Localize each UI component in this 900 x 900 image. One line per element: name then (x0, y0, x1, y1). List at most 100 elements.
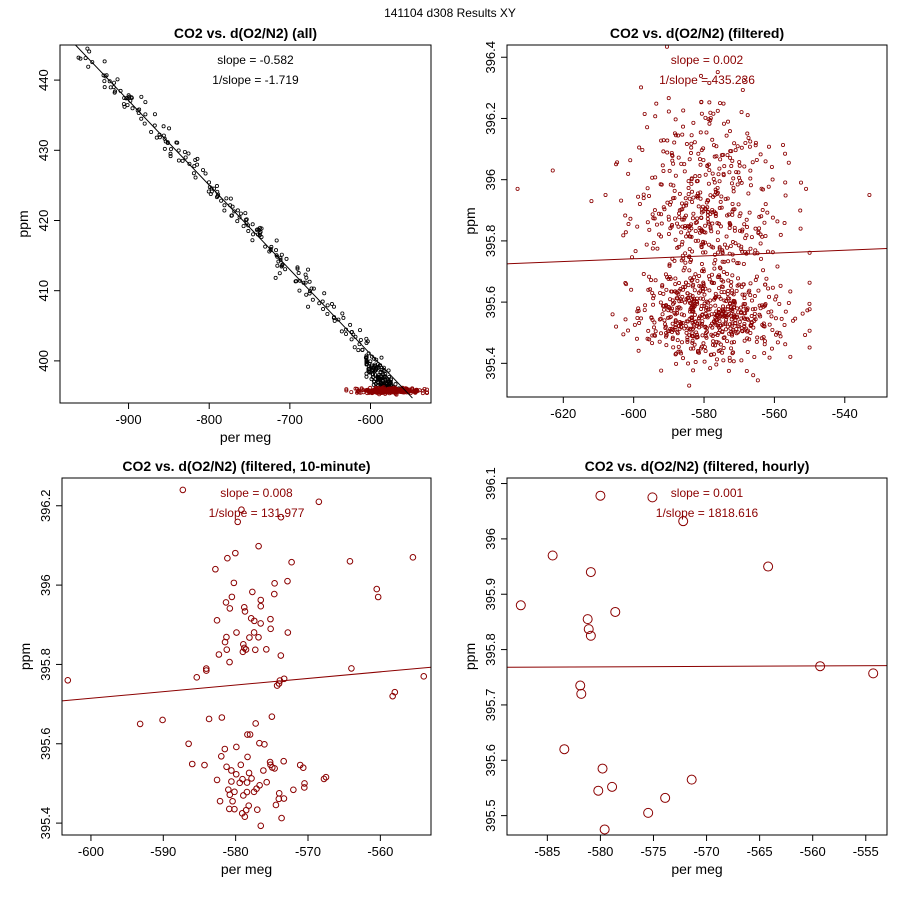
data-point (695, 191, 700, 196)
data-point (690, 189, 695, 194)
data-point (250, 238, 255, 243)
data-point (168, 147, 173, 152)
regression-line (62, 666, 431, 702)
data-point (364, 361, 369, 366)
data-point (739, 247, 744, 252)
data-point (247, 615, 255, 622)
data-point (742, 321, 747, 326)
data-point (685, 231, 690, 236)
data-point (664, 287, 669, 292)
x-tick-label: -600 (621, 406, 647, 421)
data-point (267, 615, 274, 623)
data-point (280, 795, 288, 802)
data-point (311, 286, 316, 291)
y-axis-label: ppm (17, 643, 33, 670)
data-point (659, 368, 664, 373)
data-point (708, 298, 713, 303)
data-point (712, 180, 717, 185)
data-point (692, 275, 697, 280)
data-point (619, 198, 624, 203)
regression-line (507, 248, 887, 265)
data-point (712, 252, 717, 257)
data-point (676, 133, 681, 138)
data-point (694, 179, 699, 184)
data-point (673, 276, 678, 281)
data-point (143, 100, 148, 105)
data-point (764, 276, 769, 281)
data-point (709, 229, 714, 234)
data-point (275, 789, 283, 797)
data-point (745, 306, 750, 311)
data-point (689, 145, 694, 150)
data-point (725, 271, 730, 276)
data-point (667, 262, 672, 267)
data-point (284, 577, 291, 585)
data-point (373, 381, 378, 386)
data-point (341, 315, 346, 320)
y-tick-label: 395.5 (483, 799, 498, 832)
data-point (142, 121, 147, 126)
inverse-slope-annotation: 1/slope = 131.977 (209, 506, 305, 520)
data-point (275, 263, 280, 268)
data-point (700, 286, 705, 291)
data-point (721, 279, 726, 284)
data-point (701, 280, 706, 285)
data-point (721, 152, 726, 157)
data-point (660, 163, 665, 168)
data-point (739, 229, 744, 234)
data-point (699, 321, 704, 326)
data-point (701, 158, 706, 163)
panel-title: CO2 vs. d(O2/N2) (filtered, 10-minute) (122, 458, 370, 474)
data-point (679, 242, 684, 247)
data-point (349, 329, 354, 334)
data-point (697, 283, 702, 288)
data-point (268, 248, 273, 253)
data-point (650, 212, 655, 217)
data-point (642, 308, 647, 313)
data-point (732, 300, 737, 305)
data-point (290, 786, 297, 794)
data-point (203, 171, 208, 176)
data-point (742, 222, 747, 227)
data-point (240, 604, 248, 611)
data-point (223, 633, 230, 641)
data-point (759, 256, 764, 261)
data-point (748, 330, 753, 335)
data-point (303, 280, 308, 285)
data-point (702, 345, 707, 350)
data-point (663, 272, 668, 277)
data-point (783, 309, 788, 314)
data-point (651, 240, 656, 245)
data-point (585, 630, 596, 641)
data-point (348, 322, 353, 327)
data-point (709, 244, 714, 249)
data-point (216, 192, 221, 197)
data-point (742, 292, 747, 297)
data-point (112, 90, 117, 95)
data-point (667, 168, 672, 173)
data-point (125, 103, 130, 108)
data-point (682, 169, 687, 174)
data-point (688, 346, 693, 351)
data-point (722, 164, 727, 169)
data-point (766, 184, 771, 189)
data-point (398, 387, 403, 392)
data-point (747, 337, 752, 342)
data-point (699, 100, 704, 105)
data-point (356, 348, 361, 353)
data-point (340, 311, 345, 316)
data-point (257, 233, 262, 238)
data-point (744, 251, 749, 256)
data-point (646, 287, 651, 292)
data-point (748, 176, 753, 181)
data-point (364, 355, 369, 360)
plot-frame (506, 477, 888, 836)
data-point (755, 378, 760, 383)
data-point (599, 824, 610, 835)
series-filtered (344, 385, 429, 397)
y-tick-label: 396 (483, 169, 498, 191)
data-point (713, 213, 718, 218)
data-point (654, 222, 659, 227)
data-point (233, 743, 240, 751)
data-point (243, 779, 251, 786)
